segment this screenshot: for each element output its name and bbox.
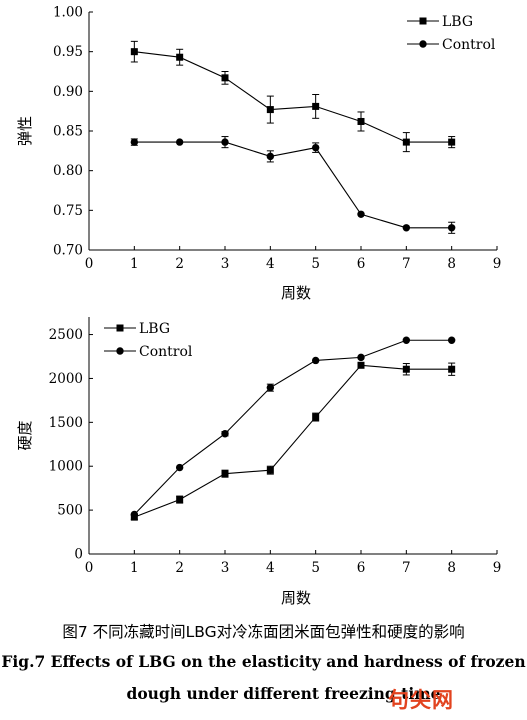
- legend-marker: [419, 40, 427, 48]
- y-axis-label: 硬度: [16, 420, 34, 450]
- series-line: [134, 141, 452, 229]
- data-point: [402, 138, 410, 146]
- x-tick-label: 9: [493, 560, 502, 576]
- y-tick-label: 2000: [49, 371, 83, 387]
- data-point: [402, 336, 411, 344]
- data-point: [402, 224, 411, 232]
- x-tick-label: 0: [85, 256, 94, 272]
- data-point: [402, 365, 410, 373]
- legend-label: LBG: [139, 321, 170, 337]
- x-tick-label: 6: [357, 560, 366, 576]
- x-tick-label: 2: [175, 256, 184, 272]
- x-tick-label: 5: [311, 560, 320, 576]
- data-point: [221, 470, 229, 478]
- y-tick-label: 0.95: [53, 44, 83, 60]
- data-point: [130, 510, 139, 519]
- legend-label: Control: [442, 37, 496, 53]
- y-tick-label: 0: [74, 547, 83, 563]
- watermark-logo: 句尖网: [388, 688, 454, 712]
- legend-label: LBG: [442, 14, 473, 30]
- data-point: [175, 463, 184, 472]
- data-point: [130, 48, 138, 56]
- y-tick-label: 0.90: [53, 84, 83, 100]
- legend-marker: [116, 324, 124, 332]
- y-tick-label: 0.80: [53, 163, 83, 179]
- data-point: [221, 430, 229, 438]
- legend-entry: LBG: [104, 321, 170, 337]
- x-tick-label: 3: [221, 560, 230, 576]
- figure-caption-english-line1: Fig.7 Effects of LBG on the elasticity a…: [1, 652, 526, 671]
- hardness-chart: 0 1 2 3 4 5 6 7 8 9 0 500 1000 1500 2000 2500 周数 硬度 LBG Con…: [16, 317, 501, 607]
- y-tick-label: 0.75: [53, 203, 83, 219]
- data-point: [130, 138, 139, 146]
- x-axis-label: 周数: [281, 589, 311, 607]
- data-point: [176, 53, 184, 61]
- figure-caption-chinese: 图7 不同冻藏时间LBG对冷冻面团米面包弹性和硬度的影响: [62, 623, 465, 641]
- x-tick-label: 1: [130, 256, 139, 272]
- series-control: [130, 336, 456, 519]
- x-tick-label: 1: [130, 560, 139, 576]
- x-axis-label: 周数: [281, 284, 311, 302]
- data-point: [312, 102, 320, 110]
- x-tick-label: 9: [493, 256, 502, 272]
- x-tick-label: 8: [447, 256, 456, 272]
- legend-entry: LBG: [407, 14, 473, 30]
- y-tick-label: 2500: [49, 327, 83, 343]
- data-point: [448, 138, 456, 146]
- elasticity-chart: 0 1 2 3 4 5 6 7 8 9 0.70 0.75 0.80 0.85 0.90 0.95 1.00 周数…: [16, 5, 501, 303]
- y-tick-label: 1.00: [53, 5, 83, 21]
- series-lbg: [130, 40, 456, 153]
- series-control: [130, 136, 456, 234]
- data-point: [357, 361, 365, 369]
- legend-marker: [419, 17, 427, 25]
- y-tick-label: 500: [57, 503, 83, 519]
- data-point: [447, 224, 456, 232]
- data-point: [266, 383, 275, 392]
- series-line: [134, 51, 452, 143]
- x-tick-label: 7: [402, 560, 411, 576]
- y-tick-label: 1500: [49, 415, 83, 431]
- data-point: [311, 356, 320, 365]
- series-line: [134, 364, 452, 518]
- x-tick-label: 7: [402, 256, 411, 272]
- x-tick-label: 4: [266, 560, 275, 576]
- data-point: [266, 106, 274, 114]
- data-point: [357, 353, 365, 362]
- y-axis-label: 弹性: [16, 116, 34, 146]
- series-lbg: [130, 361, 456, 521]
- data-point: [266, 466, 274, 474]
- data-point: [266, 152, 275, 161]
- legend-marker: [116, 347, 124, 355]
- data-point: [311, 143, 320, 152]
- x-tick-label: 2: [175, 560, 184, 576]
- series-line: [133, 339, 452, 515]
- data-point: [357, 117, 365, 125]
- data-point: [175, 138, 184, 146]
- data-point: [221, 74, 229, 82]
- x-tick-label: 3: [221, 256, 230, 272]
- data-point: [221, 138, 229, 146]
- data-point: [357, 210, 365, 218]
- legend-entry: Control: [407, 37, 496, 53]
- figure-charts: 0 1 2 3 4 5 6 7 8 9 0.70 0.75 0.80 0.85 0.90 0.95 1.00 周数…: [16, 5, 501, 608]
- x-tick-label: 4: [266, 256, 275, 272]
- x-tick-label: 6: [357, 256, 366, 272]
- y-tick-label: 1000: [49, 459, 83, 475]
- y-tick-label: 0.70: [53, 243, 83, 259]
- data-point: [176, 496, 184, 504]
- figure-caption-english-line2: dough under different freezing time: [126, 684, 441, 703]
- x-tick-label: 0: [85, 560, 94, 576]
- legend-entry: Control: [104, 344, 193, 360]
- x-tick-label: 5: [311, 256, 320, 272]
- x-tick-label: 8: [447, 560, 456, 576]
- data-point: [447, 336, 456, 344]
- data-point: [312, 413, 320, 421]
- y-tick-label: 0.85: [53, 124, 83, 140]
- legend-label: Control: [139, 344, 193, 360]
- data-point: [448, 365, 456, 373]
